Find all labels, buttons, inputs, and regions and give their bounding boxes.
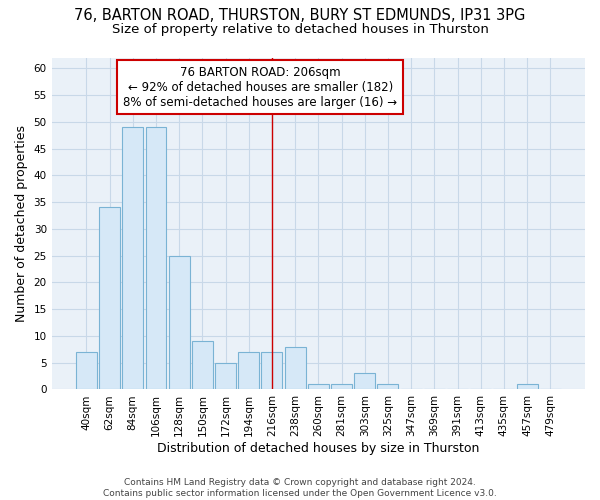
Bar (169, 256, 190, 390)
Bar (331, 384, 352, 390)
Bar (99, 208, 120, 390)
Bar (517, 384, 538, 390)
Bar (354, 374, 375, 390)
Text: Size of property relative to detached houses in Thurston: Size of property relative to detached ho… (112, 22, 488, 36)
Bar (377, 384, 398, 390)
Text: Contains HM Land Registry data © Crown copyright and database right 2024.
Contai: Contains HM Land Registry data © Crown c… (103, 478, 497, 498)
X-axis label: Distribution of detached houses by size in Thurston: Distribution of detached houses by size … (157, 442, 479, 455)
Bar (284, 346, 305, 390)
Bar (308, 384, 329, 390)
Bar (215, 362, 236, 390)
Bar (262, 352, 283, 390)
Y-axis label: Number of detached properties: Number of detached properties (15, 125, 28, 322)
Bar (146, 127, 166, 390)
Text: 76 BARTON ROAD: 206sqm
← 92% of detached houses are smaller (182)
8% of semi-det: 76 BARTON ROAD: 206sqm ← 92% of detached… (123, 66, 397, 108)
Bar (122, 127, 143, 390)
Bar (192, 342, 213, 390)
Bar (76, 352, 97, 390)
Bar (238, 352, 259, 390)
Text: 76, BARTON ROAD, THURSTON, BURY ST EDMUNDS, IP31 3PG: 76, BARTON ROAD, THURSTON, BURY ST EDMUN… (74, 8, 526, 22)
